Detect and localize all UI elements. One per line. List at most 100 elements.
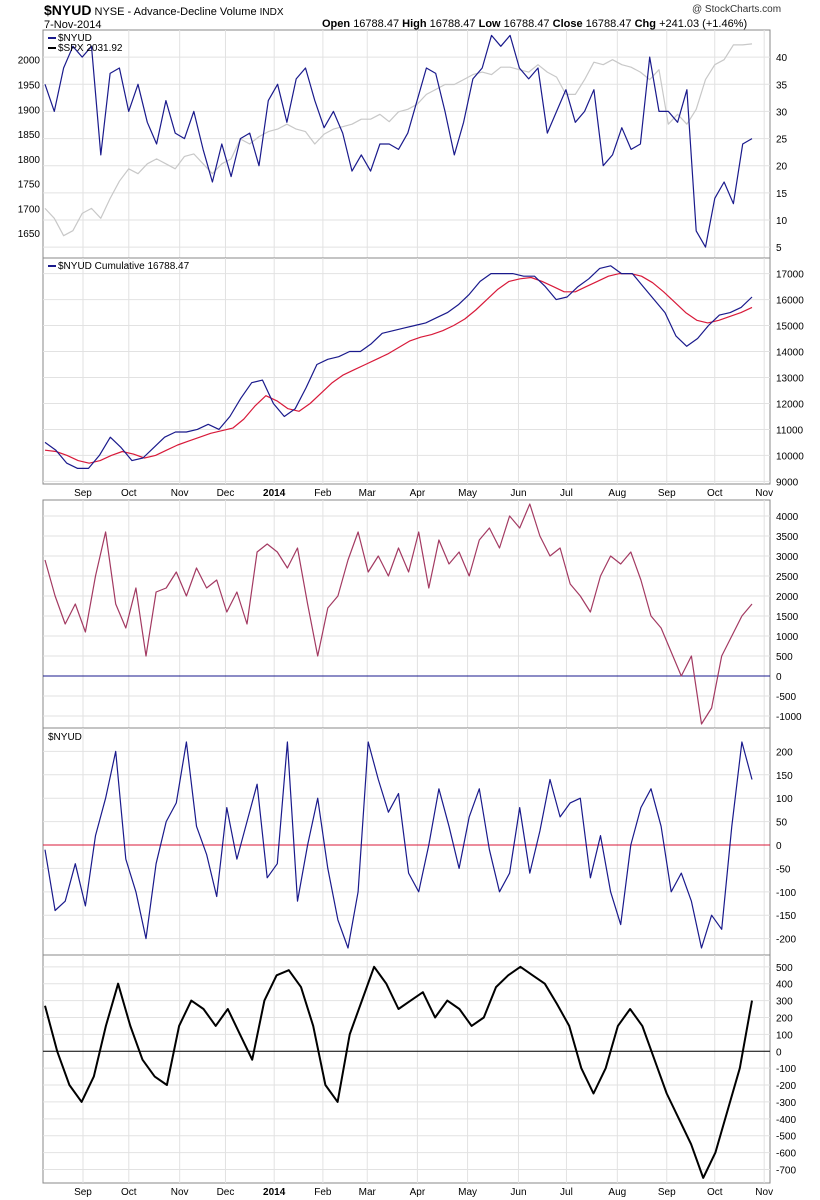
panel-frame-cumulative <box>42 257 771 485</box>
left-axis-tick-label: 1700 <box>18 204 41 215</box>
right-axis-tick-label: 20 <box>776 162 788 173</box>
right-axis-tick-label: -150 <box>776 911 796 922</box>
right-axis-tick-label: 5 <box>776 243 782 254</box>
right-axis-tick-label: 1500 <box>776 612 799 623</box>
month-tick-label: Nov <box>171 488 189 499</box>
right-axis-tick-label: 200 <box>776 747 793 758</box>
right-axis-tick-label: -100 <box>776 888 796 899</box>
month-tick-label: Mar <box>359 1187 377 1198</box>
month-tick-label: Sep <box>74 1187 92 1198</box>
panel-frame-smoothed <box>42 954 771 1184</box>
month-tick-label: Oct <box>707 488 723 499</box>
right-axis-tick-label: 3500 <box>776 532 799 543</box>
nyud-panel-title: $NYUD <box>48 732 82 743</box>
cumulative-title: $NYUD Cumulative 16788.47 <box>58 261 190 272</box>
left-axis-tick-label: 1750 <box>18 180 41 191</box>
month-tick-label: Aug <box>608 488 626 499</box>
ticker-description: NYSE - Advance-Decline Volume <box>94 6 257 18</box>
right-axis-tick-label: 1000 <box>776 632 799 643</box>
right-axis-tick-label: 13000 <box>776 373 804 384</box>
date-label: 7-Nov-2014 <box>44 19 102 31</box>
left-axis-tick-label: 1950 <box>18 81 41 92</box>
month-tick-label: Sep <box>658 1187 676 1198</box>
chg-label: Chg <box>634 18 656 30</box>
month-tick-label: Sep <box>658 488 676 499</box>
ticker-symbol: $NYUD <box>44 2 92 18</box>
right-axis-tick-label: 15000 <box>776 322 804 333</box>
right-axis-tick-label: 2500 <box>776 572 799 583</box>
right-axis-tick-label: -50 <box>776 864 791 875</box>
month-tick-label: Jul <box>560 1187 573 1198</box>
right-axis-tick-label: -400 <box>776 1115 796 1126</box>
right-axis-tick-label: 50 <box>776 818 788 829</box>
right-axis-tick-label: 2000 <box>776 592 799 603</box>
legend-label-nyud: $NYUD <box>58 33 92 44</box>
month-tick-label: Nov <box>171 1187 189 1198</box>
month-tick-label: Jun <box>510 488 526 499</box>
month-tick-label: Jul <box>560 488 573 499</box>
left-axis-tick-label: 1800 <box>18 155 41 166</box>
month-tick-label: Oct <box>121 1187 137 1198</box>
right-axis-tick-label: 30 <box>776 107 788 118</box>
month-tick-label: Apr <box>410 1187 426 1198</box>
close-label: Close <box>552 18 583 30</box>
right-axis-tick-label: -700 <box>776 1165 796 1176</box>
right-axis-tick-label: -1000 <box>776 712 802 723</box>
low-label: Low <box>478 18 501 30</box>
month-tick-label: Sep <box>74 488 92 499</box>
month-tick-label: Mar <box>359 488 377 499</box>
right-axis-tick-label: 16000 <box>776 296 804 307</box>
right-axis-tick-label: 4000 <box>776 512 799 523</box>
month-tick-label: Dec <box>217 488 235 499</box>
panel-frame-price <box>42 29 771 259</box>
high-value: 16788.47 <box>429 18 476 30</box>
high-label: High <box>402 18 427 30</box>
right-axis-tick-label: -100 <box>776 1064 796 1075</box>
right-axis-tick-label: 12000 <box>776 399 804 410</box>
series-line-smoothed <box>44 965 753 1179</box>
right-axis-tick-label: 0 <box>776 841 782 852</box>
right-axis-tick-label: -500 <box>776 1132 796 1143</box>
month-tick-label: May <box>458 488 477 499</box>
open-label: Open <box>322 18 351 30</box>
right-axis-tick-label: 400 <box>776 980 793 991</box>
right-axis-tick-label: 500 <box>776 963 793 974</box>
right-axis-tick-label: -300 <box>776 1098 796 1109</box>
chg-value: +241.03 (+1.46%) <box>659 18 748 30</box>
right-axis-tick-label: 11000 <box>776 425 804 436</box>
right-axis-tick-label: -200 <box>776 1081 796 1092</box>
right-axis-tick-label: 17000 <box>776 270 804 281</box>
right-axis-tick-label: 200 <box>776 1013 793 1024</box>
month-tick-label: May <box>458 1187 477 1198</box>
month-tick-label: Feb <box>314 488 332 499</box>
open-value: 16788.47 <box>353 18 400 30</box>
month-tick-label: Dec <box>217 1187 235 1198</box>
series-line--nyud <box>44 741 753 949</box>
ohlc-readout: Open 16788.47 High 16788.47 Low 16788.47… <box>322 18 747 30</box>
watermark: @ StockCharts.com <box>692 4 782 15</box>
right-axis-tick-label: 9000 <box>776 477 799 488</box>
left-axis-tick-label: 1650 <box>18 229 41 240</box>
right-axis-tick-label: 14000 <box>776 348 804 359</box>
month-tick-label: 2014 <box>263 488 286 499</box>
right-axis-tick-label: 35 <box>776 80 788 91</box>
right-axis-tick-label: 0 <box>776 1047 782 1058</box>
right-axis-tick-label: 100 <box>776 1030 793 1041</box>
month-tick-label: Aug <box>608 1187 626 1198</box>
ticker-exchange: INDX <box>259 7 284 18</box>
legend-label-spx: $SPX 2031.92 <box>58 43 123 54</box>
right-axis-tick-label: -200 <box>776 935 796 946</box>
series-line--spx <box>44 43 753 237</box>
month-tick-label: Jun <box>510 1187 526 1198</box>
right-axis-tick-label: 150 <box>776 771 793 782</box>
right-axis-tick-label: 15 <box>776 189 788 200</box>
series-line--nyud <box>44 34 753 248</box>
title-line: $NYUD NYSE - Advance-Decline Volume INDX <box>44 2 284 18</box>
month-tick-label: Nov <box>755 488 773 499</box>
panel-frame-oscillator <box>42 499 771 729</box>
right-axis-tick-label: 300 <box>776 997 793 1008</box>
right-axis-tick-label: -500 <box>776 692 796 703</box>
panel-frame-nyud <box>42 727 771 956</box>
left-axis-tick-label: 2000 <box>18 56 41 67</box>
